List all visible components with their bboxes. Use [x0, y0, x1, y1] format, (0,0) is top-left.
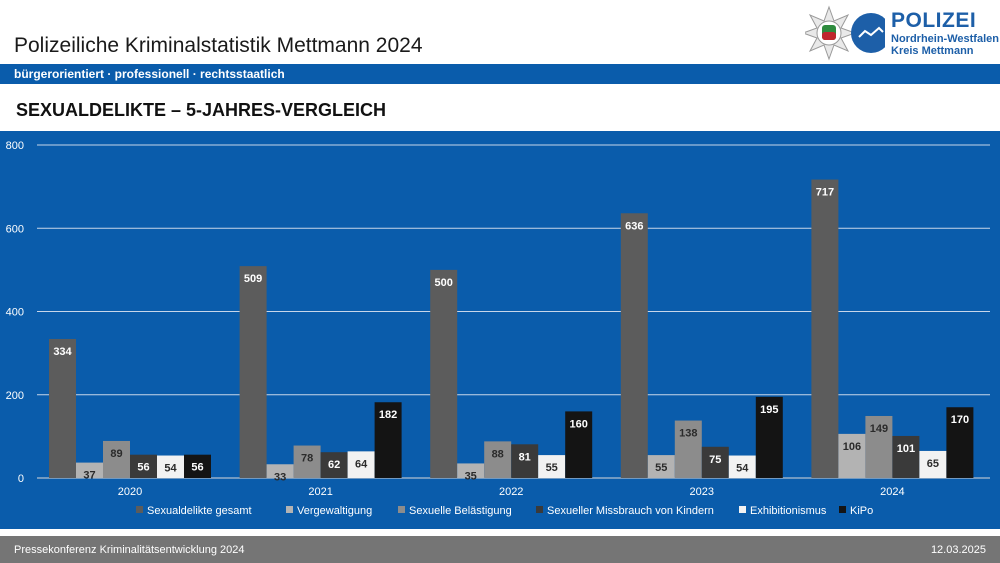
data-label: 106 — [843, 441, 861, 453]
data-label: 149 — [870, 423, 888, 435]
bar — [266, 464, 294, 478]
data-label: 56 — [191, 462, 203, 474]
polizei-logo — [801, 4, 995, 62]
data-label: 81 — [519, 451, 531, 463]
legend-swatch — [286, 506, 293, 513]
bar — [457, 463, 485, 478]
y-tick-label: 0 — [18, 473, 24, 485]
bar — [130, 454, 157, 478]
bar-chart: 0 200 400 600 800 334 37 89 56 54 56 2020 509 33 78 62 6… — [6, 140, 990, 517]
legend-swatch — [398, 506, 405, 513]
bar — [565, 411, 593, 478]
bar — [293, 445, 321, 478]
legend-swatch — [839, 506, 846, 513]
legend-label: Vergewaltigung — [297, 505, 372, 517]
data-label: 509 — [244, 273, 262, 285]
x-tick-label: 2020 — [118, 486, 142, 498]
data-label: 62 — [328, 459, 340, 471]
bar — [620, 213, 648, 478]
y-tick-label: 200 — [6, 390, 24, 402]
data-label: 35 — [465, 470, 477, 482]
data-label: 78 — [301, 453, 313, 465]
legend-label: Exhibitionismus — [750, 505, 827, 517]
legend-swatch — [136, 506, 143, 513]
data-label: 54 — [164, 463, 177, 475]
data-label: 89 — [110, 448, 122, 460]
data-label: 334 — [53, 346, 72, 358]
legend-label: Sexualdelikte gesamt — [147, 505, 252, 517]
data-label: 54 — [736, 463, 749, 475]
data-label: 56 — [137, 462, 149, 474]
bar — [538, 455, 566, 478]
bar — [919, 450, 947, 478]
data-label: 170 — [951, 414, 969, 426]
bar — [430, 269, 458, 478]
data-label: 182 — [379, 409, 397, 421]
data-label: 88 — [492, 448, 504, 460]
footer-date: 12.03.2025 — [930, 544, 986, 556]
bar — [647, 455, 675, 478]
data-label: 55 — [655, 462, 667, 474]
data-label: 717 — [816, 187, 834, 199]
bar — [347, 451, 375, 478]
bar — [728, 455, 756, 478]
footer-event: Pressekonferenz Kriminalitätsentwicklung… — [14, 544, 245, 556]
bar — [946, 407, 974, 478]
legend-swatch — [536, 506, 543, 513]
legend-label: Sexuelle Belästigung — [409, 505, 512, 517]
bar — [484, 441, 512, 478]
data-label: 75 — [709, 454, 721, 466]
logo-nrw-text: Nordrhein-Westfalen — [891, 33, 999, 45]
bar — [49, 338, 76, 478]
bar — [157, 455, 184, 478]
legend-label: KiPo — [850, 505, 873, 517]
chart-area: 0 200 400 600 800 334 37 89 56 54 56 2020 509 33 78 62 6… — [0, 131, 1000, 529]
footer: Pressekonferenz Kriminalitätsentwicklung… — [0, 536, 1000, 563]
bar — [701, 446, 729, 478]
data-label: 65 — [927, 458, 939, 470]
data-label: 195 — [760, 404, 778, 416]
bar — [674, 420, 702, 478]
data-label: 33 — [274, 471, 286, 483]
bar — [239, 266, 267, 478]
bar — [76, 462, 103, 478]
logo-polizei-text: POLIZEI — [891, 9, 977, 32]
x-tick-label: 2023 — [690, 486, 714, 498]
data-label: 37 — [83, 470, 95, 482]
legend-label: Sexueller Missbrauch von Kindern — [547, 505, 714, 517]
bar — [103, 440, 130, 478]
x-tick-label: 2021 — [308, 486, 332, 498]
bar — [374, 402, 402, 478]
tagline: bürgerorientiert · professionell · recht… — [14, 67, 285, 81]
bar — [865, 415, 893, 478]
legend-swatch — [739, 506, 746, 513]
bar — [511, 444, 539, 478]
x-tick-label: 2024 — [880, 486, 904, 498]
section-title: SEXUALDELIKTE – 5-JAHRES-VERGLEICH — [16, 100, 387, 120]
data-label: 636 — [625, 220, 643, 232]
y-tick-label: 600 — [6, 223, 24, 235]
bar — [184, 454, 211, 478]
bar — [892, 435, 920, 478]
y-tick-label: 400 — [6, 307, 24, 319]
x-tick-label: 2022 — [499, 486, 523, 498]
bar — [811, 179, 839, 478]
tagline-bar: bürgerorientiert · professionell · recht… — [0, 64, 1000, 84]
data-label: 55 — [546, 462, 558, 474]
y-tick-label: 800 — [6, 140, 24, 152]
data-label: 160 — [570, 418, 588, 430]
data-label: 101 — [897, 443, 915, 455]
bar — [755, 396, 783, 478]
data-label: 138 — [679, 428, 697, 440]
bar — [838, 433, 866, 478]
data-label: 64 — [355, 458, 368, 470]
police-star-icon — [801, 5, 891, 61]
bar — [320, 452, 348, 478]
logo-kreis-text: Kreis Mettmann — [891, 45, 974, 57]
page-title: Polizeiliche Kriminalstatistik Mettmann … — [14, 34, 423, 57]
data-label: 500 — [435, 277, 453, 289]
